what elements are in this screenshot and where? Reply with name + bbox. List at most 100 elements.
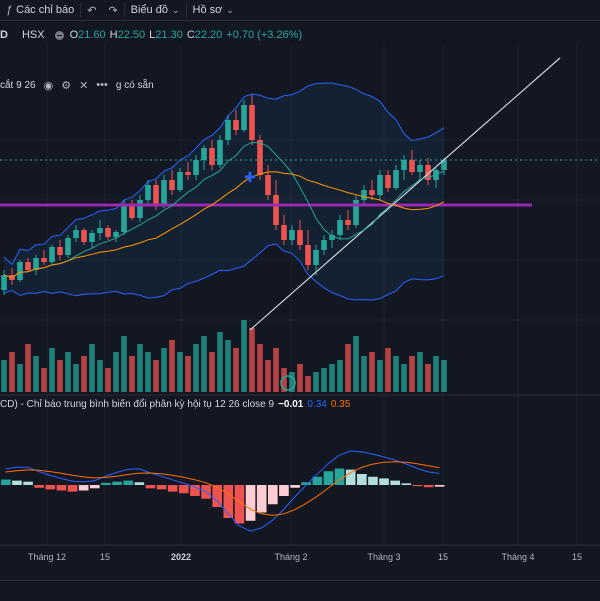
volume-bar: [265, 360, 271, 392]
indicators-label: Các chỉ báo: [16, 4, 75, 16]
chart-menu-label: Biểu đồ: [130, 4, 168, 16]
macd-histogram-bar: [301, 482, 311, 485]
grid-lines: [0, 45, 600, 546]
time-axis[interactable]: Tháng 12 15 2022 Tháng 2 Tháng 3 15 Thán…: [0, 545, 600, 571]
macd-histogram-bar: [323, 471, 334, 485]
bollinger-fill: [4, 83, 444, 300]
volume-bar: [225, 340, 231, 392]
volume-bar: [137, 344, 143, 392]
volume-bar: [345, 344, 351, 392]
trend-line: [249, 57, 561, 331]
volume-bar: [313, 372, 319, 392]
candle-body: [25, 262, 31, 270]
volume-bar: [25, 344, 31, 392]
macd-histogram-bar: [12, 480, 22, 485]
candle-body: [337, 220, 343, 235]
candle-body: [257, 140, 263, 175]
volume-bar: [409, 356, 415, 392]
volume-bar: [289, 372, 295, 392]
eye-icon[interactable]: ◉: [43, 79, 54, 92]
macd-histogram-bar: [23, 481, 33, 485]
macd-histogram-bar: [34, 485, 44, 488]
volume-bar: [81, 356, 87, 392]
candle-body: [129, 205, 135, 218]
candle-body: [33, 258, 39, 270]
candle-body: [345, 220, 351, 225]
macd-histogram-bar: [78, 485, 89, 491]
profile-menu-label: Hồ sơ: [192, 4, 223, 16]
candle-body: [121, 205, 127, 232]
macd-histogram-bar: [345, 469, 356, 485]
macd-histogram-bar: [123, 480, 133, 485]
volume-bar: [257, 344, 263, 392]
close-label: C: [186, 29, 195, 41]
candle-body: [417, 165, 423, 172]
macd-name: CD) - Chỉ báo trung bình biến đổi phân k…: [0, 399, 275, 410]
candle-body: [281, 225, 287, 240]
macd-histogram-bar: [56, 485, 67, 491]
macd-histogram-bar: [1, 479, 11, 485]
candle-body: [409, 160, 415, 172]
time-axis-label: Tháng 2: [274, 552, 308, 562]
volume-bar: [353, 336, 359, 392]
candle-body: [209, 148, 215, 165]
candle-body: [353, 200, 359, 225]
low-value: 21.30: [155, 29, 183, 41]
macd-histogram-bar: [45, 485, 56, 490]
candle-body: [305, 245, 311, 265]
profile-menu-button[interactable]: Hồ sơ ⌄: [187, 0, 240, 20]
candle-body: [57, 247, 63, 255]
candle-body: [49, 247, 55, 262]
volume-bar: [121, 336, 127, 392]
macd-histogram-bar: [190, 485, 200, 496]
volume-bars: [1, 320, 447, 392]
indicator-extra: g có sẵn: [115, 79, 154, 91]
volume-bar: [217, 332, 223, 392]
candle-body: [201, 148, 207, 160]
candle-body: [273, 195, 279, 225]
chevron-down-icon: ⌄: [226, 4, 234, 15]
volume-bar: [1, 360, 7, 392]
gear-icon[interactable]: ⚙: [61, 79, 72, 92]
candle-body: [249, 105, 255, 140]
undo-button[interactable]: ↶: [81, 0, 102, 20]
candle-body: [297, 230, 303, 245]
volume-bar: [337, 360, 343, 392]
volume-bar: [417, 352, 423, 392]
macd-pane: [1, 450, 445, 532]
volume-bar: [9, 352, 15, 392]
macd-histogram-bar: [390, 480, 400, 485]
candle-body: [329, 235, 335, 240]
volume-bar: [321, 368, 327, 392]
volume-bar: [241, 320, 247, 392]
time-axis-label: 15: [571, 552, 583, 562]
volume-bar: [233, 348, 239, 392]
open-label: O: [69, 29, 79, 41]
macd-histogram-bar: [112, 481, 122, 485]
volume-bar: [161, 348, 167, 392]
volume-bar: [425, 364, 431, 392]
candle-body: [1, 275, 7, 290]
close-icon[interactable]: ✕: [79, 79, 89, 92]
volume-bar: [297, 364, 303, 392]
indicators-button[interactable]: ƒ Các chỉ báo: [0, 0, 80, 20]
macd-histogram-bar: [312, 476, 323, 485]
macd-hist-value: −0.01: [278, 399, 304, 410]
volume-bar: [273, 348, 279, 392]
volume-bar: [385, 348, 391, 392]
macd-histogram-bar: [101, 482, 111, 485]
redo-button[interactable]: ↷: [102, 0, 123, 20]
macd-histogram-bar: [412, 485, 423, 487]
macd-histogram-bar: [179, 485, 189, 494]
symbol-legend: D HSX O 21.60 H 22.50 L 21.30 C 22.20 +0.70 …: [0, 27, 306, 43]
bollinger-upper-line: [3, 82, 445, 266]
volume-bar: [361, 356, 367, 392]
ma-slow-line: [3, 171, 445, 279]
symbol-name[interactable]: D: [0, 29, 8, 41]
time-axis-label: 2022: [170, 552, 192, 562]
volume-bar: [177, 352, 183, 392]
candle-body: [153, 185, 159, 205]
more-icon[interactable]: •••: [96, 79, 108, 91]
chart-menu-button[interactable]: Biểu đồ ⌄: [125, 0, 186, 20]
